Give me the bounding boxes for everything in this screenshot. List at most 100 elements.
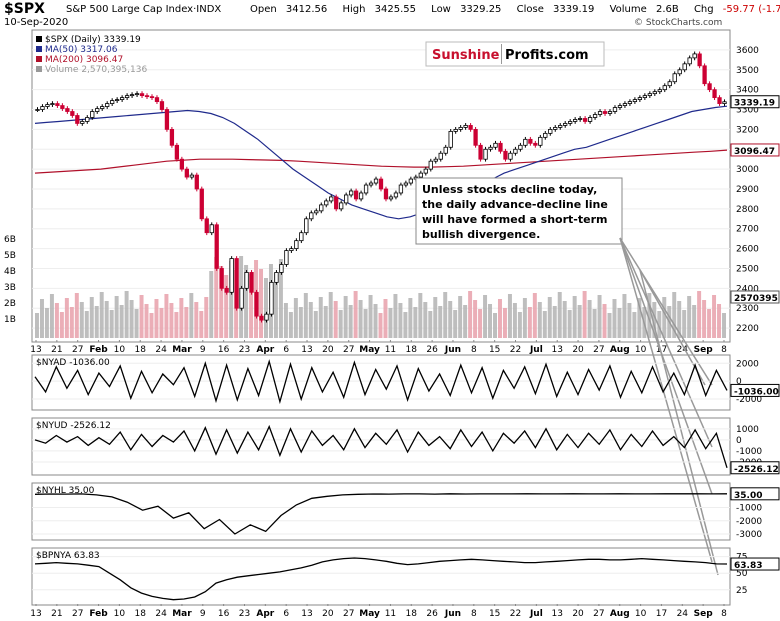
volume-bar-50 (283, 303, 288, 338)
x-bottom-tick-24: Jul (529, 609, 543, 619)
volume-bar-82 (443, 292, 448, 338)
candle-body-13 (100, 106, 105, 109)
close-tag: 3339.19 (734, 99, 775, 109)
volume-bar-113 (597, 295, 602, 338)
volume-bar-99 (527, 307, 532, 338)
candle-body-91 (488, 146, 493, 150)
panel-frame-1 (31, 354, 731, 411)
x-bottom-tick-28: Aug (610, 609, 630, 619)
candle-body-137 (717, 97, 722, 104)
panel4-tag-box (730, 557, 780, 571)
panel3-ytick-2: -3000 (736, 530, 762, 540)
volume-bar-103 (547, 297, 552, 338)
volume-bar-123 (647, 293, 652, 338)
volume-bar-130 (682, 310, 687, 338)
main-ytick-10: 3200 (736, 125, 759, 135)
volume-bar-137 (717, 304, 722, 338)
volume-bar-52 (293, 298, 298, 338)
volume-bar-121 (637, 298, 642, 338)
candle-body-83 (448, 130, 453, 148)
sunshine-profits-logo (425, 41, 605, 67)
ohlc-readout: Open 3412.56 High 3425.55 Low 3329.25 Cl… (250, 4, 780, 15)
x-bottom-tick-2: 27 (72, 609, 83, 619)
volume-bar-15 (109, 310, 114, 338)
volume-bar-74 (403, 312, 408, 338)
main-ytick-11: 3300 (736, 106, 759, 116)
volume-bar-128 (672, 292, 677, 338)
candle-body-119 (627, 101, 633, 104)
candle-body-70 (383, 188, 389, 200)
panel2-tag: -2526.12 (734, 465, 779, 475)
candle-body-130 (682, 63, 687, 71)
x-bottom-tick-30: 17 (656, 609, 667, 619)
volume-bar-93 (497, 299, 502, 338)
volume-bar-100 (532, 293, 537, 338)
candle-body-107 (568, 121, 573, 124)
chart-date: 10-Sep-2020 (4, 17, 69, 28)
stockcharts-credit: © StockCharts.com (634, 18, 723, 28)
candle-body-138 (722, 101, 727, 104)
panel4-line (34, 557, 728, 601)
candle-body-36 (214, 224, 219, 269)
candle-body-67 (368, 182, 374, 186)
volume-bar-109 (577, 305, 582, 338)
candle-body-75 (408, 178, 414, 184)
ma200-line (34, 149, 728, 174)
volume-bar-95 (507, 294, 512, 338)
volume-bar-79 (428, 311, 433, 338)
x-bottom-tick-31: 24 (677, 609, 689, 619)
candle-body-65 (358, 192, 364, 200)
candle-body-129 (677, 69, 682, 75)
x-bottom-tick-27: 27 (593, 609, 604, 619)
volume-bar-64 (353, 291, 358, 338)
volume-bar-28 (174, 312, 179, 338)
candle-body-62 (344, 194, 349, 204)
candle-body-124 (652, 91, 657, 95)
candle-body-25 (159, 101, 165, 110)
ma200-tag: 3096.47 (734, 147, 775, 157)
volume-bar-16 (114, 296, 119, 338)
panel2-title: $NYUD -2526.12 (36, 421, 111, 431)
candle-body-100 (533, 142, 538, 146)
main-ytick-5: 2700 (736, 225, 759, 235)
index-name: S&P 500 Large Cap Index·INDX (66, 4, 222, 15)
volume-bar-134 (702, 300, 707, 338)
main-ytick-3: 2500 (736, 264, 759, 274)
ma200-tag-box (730, 143, 780, 157)
candle-body-77 (418, 172, 423, 178)
x-bottom-tick-23: 22 (510, 609, 521, 619)
volume-axis-1: 2B (4, 299, 16, 309)
candle-body-72 (393, 192, 399, 198)
legend-label-1: MA(50) 3317.06 (45, 45, 118, 55)
candle-body-22 (144, 95, 150, 98)
volume-bar-132 (692, 305, 697, 338)
high-value: 3425.55 (374, 4, 416, 15)
legend-swatch-3 (36, 66, 42, 72)
candle-body-9 (80, 121, 85, 124)
x-top-tick-11: Apr (256, 345, 274, 355)
candle-body-1 (40, 106, 45, 110)
x-top-tick-28: Aug (610, 345, 630, 355)
candle-body-90 (483, 148, 488, 160)
x-bottom-tick-16: May (359, 609, 380, 619)
candle-body-5 (60, 105, 65, 109)
x-bottom-tick-17: 11 (385, 609, 396, 619)
volume-bar-8 (74, 293, 79, 338)
candle-body-42 (244, 272, 249, 289)
candle-body-102 (543, 132, 548, 138)
volume-bar-124 (652, 302, 657, 338)
volume-bar-112 (592, 309, 597, 338)
main-ytick-14: 3600 (736, 46, 759, 56)
x-bottom-tick-4: 10 (114, 609, 126, 619)
x-bottom-tick-25: 13 (551, 609, 562, 619)
candle-body-127 (667, 81, 672, 87)
volume-bar-96 (512, 303, 517, 338)
volume-bar-138 (722, 313, 726, 338)
candle-body-79 (428, 160, 433, 170)
x-bottom-tick-33: 8 (721, 609, 727, 619)
candle-body-85 (458, 127, 463, 130)
candle-body-96 (513, 148, 518, 154)
candle-body-15 (110, 100, 115, 104)
main-ytick-8: 3000 (736, 165, 759, 175)
candle-body-93 (498, 142, 503, 152)
